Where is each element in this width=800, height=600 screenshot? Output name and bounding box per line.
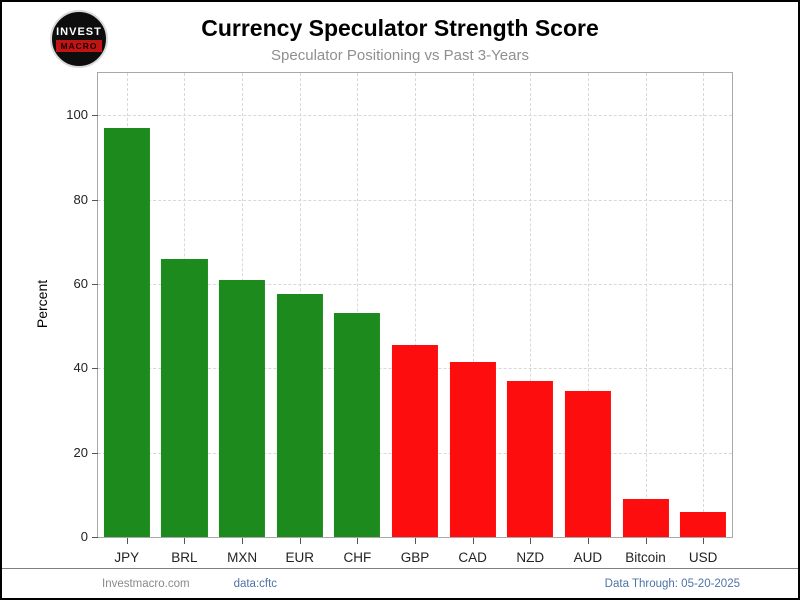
y-tick-mark-40 [92, 368, 98, 370]
bar-cell-NZD: NZD [501, 73, 559, 565]
bar-cell-USD: USD [674, 73, 732, 565]
bar-cell-CAD: CAD [444, 73, 502, 565]
footer-data-through-text: Data Through: 05-20-2025 [604, 577, 740, 590]
x-tick-label-AUD: AUD [573, 550, 603, 565]
x-tick-mark-CHF [357, 538, 359, 544]
bar-JPY[interactable] [103, 127, 150, 537]
x-tick-label-CHF: CHF [343, 550, 372, 565]
x-tick-label-BRL: BRL [171, 550, 198, 565]
x-tick-mark-USD [703, 538, 705, 544]
bar-cell-Bitcoin: Bitcoin [617, 73, 675, 565]
footer-data-source-text: data:cftc [233, 577, 278, 590]
x-tick-label-EUR: EUR [285, 550, 314, 565]
footer: Investmacro.com data:cftc Data Through: … [2, 568, 798, 598]
y-tick-mark-80 [92, 199, 98, 201]
x-tick-label-JPY: JPY [114, 550, 140, 565]
y-tick-label-20: 20 [73, 444, 88, 460]
bar-GBP[interactable] [391, 345, 439, 537]
y-tick-mark-100 [92, 115, 98, 117]
y-axis-label: Percent [34, 279, 50, 329]
bar-BRL[interactable] [161, 258, 208, 537]
gridline-x-CHF [357, 73, 359, 537]
x-tick-mark-JPY [126, 538, 128, 544]
bar-USD[interactable] [680, 511, 727, 537]
x-tick-label-Bitcoin: Bitcoin [625, 550, 666, 565]
x-tick-mark-NZD [530, 538, 532, 544]
x-tick-label-NZD: NZD [516, 550, 545, 565]
bar-NZD[interactable] [507, 380, 554, 537]
bar-cell-JPY: JPY [98, 73, 156, 565]
logo-text-invest: INVEST [56, 26, 102, 38]
y-tick-mark-20 [92, 452, 98, 454]
bar-AUD[interactable] [564, 391, 611, 537]
x-tick-mark-MXN [242, 538, 244, 544]
investmacro-logo: INVEST MACRO [50, 10, 108, 68]
gridline-x-Bitcoin [645, 73, 647, 537]
bar-EUR[interactable] [276, 294, 323, 537]
bar-cell-BRL: BRL [156, 73, 214, 565]
bar-cell-CHF: CHF [329, 73, 387, 565]
gridline-x-NZD [530, 73, 532, 537]
x-tick-mark-Bitcoin [645, 538, 647, 544]
y-tick-mark-60 [92, 283, 98, 285]
gridline-x-CAD [472, 73, 474, 537]
footer-site-text: Investmacro.com [102, 577, 190, 590]
x-tick-mark-GBP [414, 538, 416, 544]
chart-subtitle: Speculator Positioning vs Past 3-Years [271, 47, 529, 64]
bar-cell-EUR: EUR [271, 73, 329, 565]
y-tick-label-0: 0 [80, 529, 88, 544]
x-tick-mark-BRL [184, 538, 186, 544]
y-tick-mark-0 [92, 537, 98, 538]
gridline-x-USD [703, 73, 705, 537]
x-tick-label-GBP: GBP [400, 550, 430, 565]
x-tick-mark-AUD [587, 538, 589, 544]
x-tick-label-USD: USD [688, 550, 718, 565]
bar-cell-MXN: MXN [213, 73, 271, 565]
y-tick-label-100: 100 [66, 107, 88, 123]
x-tick-mark-EUR [299, 538, 301, 544]
logo-text-macro: MACRO [56, 40, 102, 52]
bar-CAD[interactable] [449, 361, 496, 537]
y-tick-label-40: 40 [73, 360, 88, 376]
y-tick-label-80: 80 [73, 191, 88, 207]
gridline-x-GBP [414, 73, 416, 537]
bar-Bitcoin[interactable] [622, 499, 669, 537]
x-tick-mark-CAD [472, 538, 474, 544]
y-tick-label-60: 60 [73, 275, 88, 291]
chart-title: Currency Speculator Strength Score [201, 15, 599, 41]
gridline-x-AUD [587, 73, 589, 537]
bar-cell-GBP: GBP [386, 73, 444, 565]
bar-MXN[interactable] [219, 279, 266, 537]
bar-cell-AUD: AUD [559, 73, 617, 565]
plot-area: 0 20 40 60 80 100 JPY BRL MXN EUR CHF GBP CAD NZD AUD B… [66, 72, 733, 565]
x-tick-label-MXN: MXN [227, 550, 258, 565]
bar-CHF[interactable] [334, 313, 381, 537]
x-tick-label-CAD: CAD [458, 550, 487, 565]
